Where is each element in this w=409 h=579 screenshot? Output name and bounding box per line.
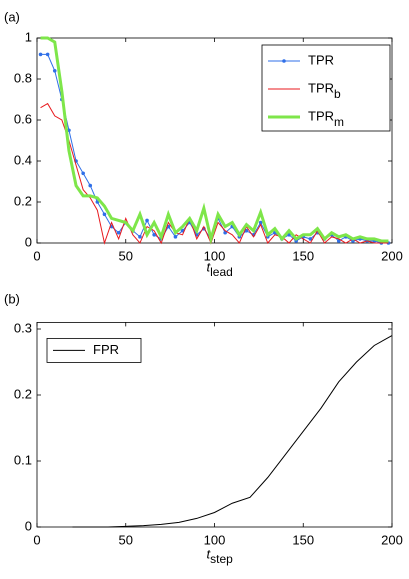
x-tick-label: 50 <box>119 248 133 263</box>
x-axis-label-subscript: step <box>210 552 233 566</box>
data-point <box>52 69 57 73</box>
legend-label-subscript: b <box>334 87 341 101</box>
legend-label: FPR <box>93 342 119 357</box>
data-point <box>145 218 149 223</box>
y-tick-label: 0.3 <box>14 320 32 335</box>
data-point <box>258 220 263 225</box>
x-tick-label: 200 <box>381 532 403 547</box>
y-tick-label: 0.1 <box>14 452 32 467</box>
legend-marker <box>282 59 286 63</box>
y-tick-label: 0.2 <box>14 386 32 401</box>
x-tick-label: 150 <box>292 248 314 263</box>
x-tick-label: 100 <box>204 532 226 547</box>
series-line <box>40 36 389 245</box>
x-axis-label-subscript: lead <box>210 265 233 279</box>
data-point <box>223 230 227 235</box>
data-point <box>138 235 142 239</box>
data-point <box>308 237 313 241</box>
data-point <box>102 212 107 217</box>
x-axis-label: tstep <box>207 546 234 566</box>
y-tick-label: 0 <box>25 234 32 249</box>
x-axis-label: tlead <box>207 259 233 279</box>
legend-label: TPR <box>308 52 334 67</box>
x-tick-label: 50 <box>119 532 133 547</box>
y-tick-label: 0.6 <box>14 111 32 126</box>
data-point <box>116 230 121 235</box>
data-point <box>45 52 50 57</box>
x-tick-label: 200 <box>381 248 403 263</box>
x-tick-label: 0 <box>33 248 40 263</box>
data-point <box>152 233 156 237</box>
data-point <box>336 239 341 243</box>
data-point <box>81 171 85 176</box>
y-tick-label: 0.2 <box>14 193 32 208</box>
x-tick-label: 0 <box>33 532 40 547</box>
data-point <box>38 52 43 57</box>
y-tick-label: 0.4 <box>14 152 32 167</box>
panel-label: (b) <box>4 291 20 306</box>
legend-label-subscript: m <box>334 115 344 129</box>
data-point <box>173 235 178 239</box>
y-tick-label: 0.8 <box>14 70 32 85</box>
data-point <box>88 183 93 188</box>
y-tick-label: 1 <box>25 29 32 44</box>
panel-label: (a) <box>4 9 20 24</box>
y-tick-label: 0 <box>25 518 32 533</box>
x-tick-label: 150 <box>292 532 314 547</box>
series-line <box>72 335 393 528</box>
x-tick-label: 100 <box>204 248 226 263</box>
series-line <box>40 102 389 245</box>
